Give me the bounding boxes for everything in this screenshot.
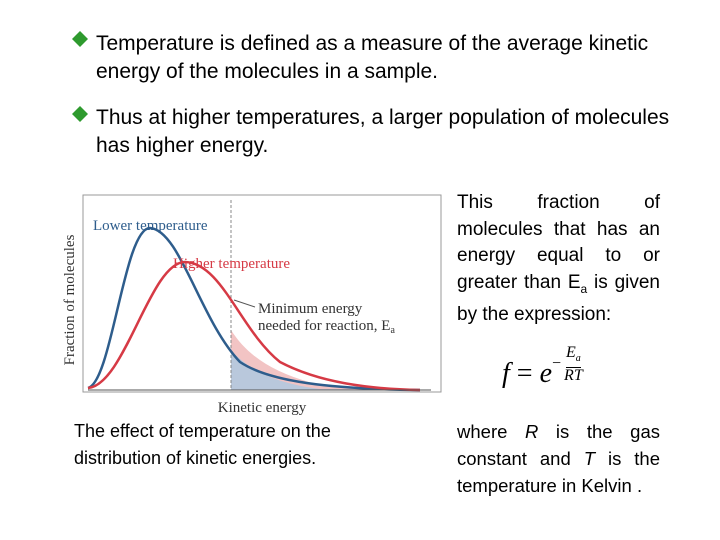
subscript: a bbox=[580, 281, 588, 296]
text: where bbox=[457, 421, 525, 442]
symbol: R bbox=[524, 421, 539, 442]
text: is given by the expression: bbox=[457, 271, 660, 325]
bullet-icon bbox=[72, 106, 88, 122]
formula-eq: = bbox=[516, 358, 533, 389]
note: where R is the gas constant and T is the… bbox=[457, 418, 660, 499]
bullet: Temperature is defined as a measure of t… bbox=[96, 32, 649, 83]
label-low: Lower temperature bbox=[93, 218, 208, 234]
text: is the temperature in Kelvin . bbox=[457, 448, 660, 496]
figure: Lower temperature Higher temperature Min… bbox=[62, 194, 442, 416]
bullet: Thus at higher temperatures, a larger po… bbox=[96, 106, 670, 157]
formula-minus: − bbox=[552, 355, 562, 372]
formula-den: RT bbox=[564, 366, 583, 384]
area-high bbox=[231, 330, 420, 390]
area-low bbox=[231, 350, 420, 390]
bullet-icon bbox=[72, 31, 88, 47]
formula-num: Ea bbox=[565, 344, 581, 368]
text: is the gas constant and bbox=[457, 421, 660, 469]
annotation-sub: a bbox=[390, 325, 395, 336]
frame bbox=[82, 194, 442, 393]
x-label: Kinetic energy bbox=[218, 400, 307, 416]
side-text: This fraction of molecules that has an e… bbox=[457, 190, 660, 328]
formula-num-text: E bbox=[565, 344, 576, 362]
y-label: Fraction of molecules bbox=[62, 234, 78, 365]
curve-high bbox=[87, 260, 421, 392]
pointer bbox=[233, 299, 256, 308]
formula: f = e − Ea RT bbox=[502, 345, 583, 397]
annotation: Minimum energy bbox=[258, 301, 363, 317]
curve-low bbox=[87, 226, 421, 392]
formula-num-sub: a bbox=[575, 353, 581, 365]
text: This fraction of molecules that has an e… bbox=[457, 192, 660, 293]
symbol: T bbox=[583, 448, 596, 469]
formula-lhs: f bbox=[502, 358, 510, 389]
annotation-text: needed for reaction, E bbox=[258, 318, 390, 334]
caption: The effect of temperature on the distrib… bbox=[74, 421, 331, 468]
formula-base: e bbox=[539, 358, 553, 389]
annotation: needed for reaction, Ea bbox=[258, 318, 395, 336]
label-high: Higher temperature bbox=[173, 256, 290, 272]
